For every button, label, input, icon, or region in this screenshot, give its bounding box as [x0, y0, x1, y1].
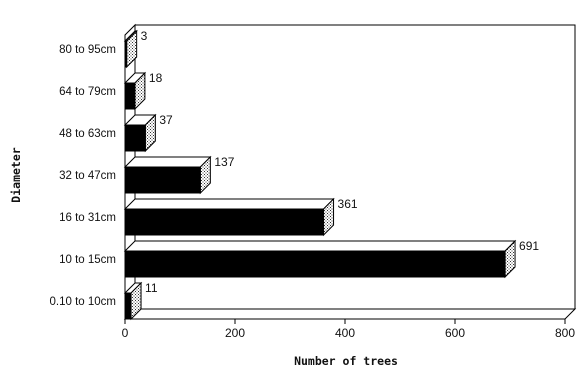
data-label: 691 — [519, 239, 539, 253]
bar — [123, 155, 212, 195]
bar — [123, 113, 157, 153]
category-label: 10 to 15cm — [59, 254, 116, 266]
bar — [123, 239, 517, 279]
bar — [123, 281, 143, 321]
x-tick-label: 600 — [445, 326, 465, 340]
bar-series: 11 691 361 137 37 18 3 — [123, 29, 539, 321]
bar — [123, 71, 147, 111]
y-axis-categories: 0.10 to 10cm 10 to 15cm 16 to 31cm 32 to 47… — [50, 44, 116, 308]
category-label: 16 to 31cm — [59, 212, 116, 224]
data-label: 361 — [338, 197, 358, 211]
x-tick-label: 800 — [555, 326, 575, 340]
bar — [123, 29, 138, 69]
x-axis-title: Number of trees — [294, 354, 398, 368]
x-tick-label: 400 — [335, 326, 355, 340]
category-label: 64 to 79cm — [59, 86, 116, 98]
data-label: 11 — [145, 281, 158, 295]
category-label: 32 to 47cm — [59, 170, 116, 182]
bar — [123, 197, 335, 237]
data-label: 18 — [149, 71, 163, 85]
category-label: 0.10 to 10cm — [50, 296, 116, 308]
data-label: 37 — [159, 113, 173, 127]
x-tick-label: 200 — [225, 326, 245, 340]
category-label: 48 to 63cm — [59, 128, 116, 140]
data-label: 137 — [214, 155, 234, 169]
back-wall — [135, 24, 576, 309]
category-label: 80 to 95cm — [59, 44, 116, 56]
floor-plane — [123, 308, 577, 320]
x-axis-ticks: 0 200 400 600 800 — [122, 319, 575, 340]
y-axis-title: Diameter — [9, 147, 23, 202]
x-tick-label: 0 — [122, 326, 129, 340]
data-label: 3 — [141, 29, 148, 43]
